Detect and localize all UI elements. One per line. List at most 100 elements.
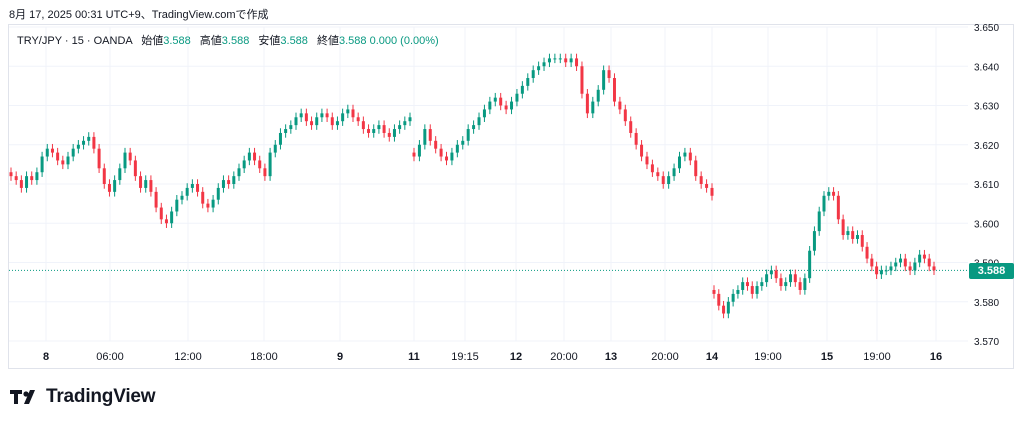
x-tick-label: 20:00 <box>550 351 578 363</box>
candle-body <box>827 191 831 196</box>
x-tick-label: 12 <box>510 351 522 363</box>
candle-body <box>346 109 350 114</box>
candle-body <box>705 184 709 188</box>
y-tick-label: 3.610 <box>974 180 999 191</box>
candle-body <box>19 180 23 188</box>
candle-body <box>92 136 96 149</box>
candle-body <box>656 172 660 177</box>
close-value: 3.588 <box>338 35 367 47</box>
y-tick-label: 3.600 <box>974 219 999 230</box>
candle-body <box>377 125 381 130</box>
x-tick-label: 19:00 <box>863 351 891 363</box>
candle-body <box>504 105 508 110</box>
candle-body <box>113 180 117 192</box>
candle-body <box>227 180 231 184</box>
candle-body <box>591 101 595 114</box>
candle-body <box>661 176 665 184</box>
candle-body <box>423 129 427 145</box>
candle-body <box>515 93 519 102</box>
candle-body <box>82 140 86 145</box>
candle-body <box>542 62 546 67</box>
low-label: 安値 <box>258 35 281 47</box>
candle-body <box>553 58 557 60</box>
candle-body <box>133 160 137 177</box>
x-tick-label: 18:00 <box>250 351 278 363</box>
candle-body <box>672 168 676 177</box>
candle-body <box>417 144 421 157</box>
candle-body <box>736 289 740 294</box>
candle-body <box>558 58 562 60</box>
candle-body <box>40 156 44 173</box>
candle-body <box>488 101 492 110</box>
candle-body <box>216 187 220 200</box>
candle-body <box>779 278 783 287</box>
candle-body <box>899 258 903 263</box>
candle-body <box>408 117 412 122</box>
candle-body <box>894 262 898 267</box>
candle-body <box>722 305 726 314</box>
open-value: 3.588 <box>163 35 191 47</box>
candle-body <box>710 187 714 196</box>
brand-logo[interactable]: TradingView <box>10 386 156 408</box>
candle-body <box>499 97 503 106</box>
close-label: 終値 <box>316 35 339 47</box>
candle-body <box>320 113 324 118</box>
candle-body <box>694 160 698 177</box>
candle-body <box>30 176 34 181</box>
candle-body <box>789 274 793 283</box>
candle-body <box>466 129 470 141</box>
tradingview-logo-icon <box>10 390 35 404</box>
candle-body <box>884 270 888 272</box>
candle-body <box>688 152 692 161</box>
candle-body <box>278 132 282 145</box>
candle-body <box>455 144 459 153</box>
candle-body <box>841 219 845 236</box>
candle-body <box>66 156 70 165</box>
candle-body <box>164 219 168 224</box>
x-tick-label: 15 <box>821 351 833 363</box>
candle-body <box>170 211 174 224</box>
candle-body <box>304 113 308 122</box>
candle-body <box>774 270 778 279</box>
candle-body <box>822 195 826 212</box>
candle-body <box>683 152 687 157</box>
y-tick-label: 3.580 <box>974 298 999 309</box>
candle-body <box>439 148 443 157</box>
candle-body <box>206 203 210 208</box>
last-price-badge: 3.588 <box>969 263 1014 279</box>
candle-body <box>798 282 802 290</box>
y-tick-label: 3.620 <box>974 141 999 152</box>
candle-body <box>860 235 864 247</box>
candle-body <box>537 66 541 71</box>
candle-body <box>750 286 754 294</box>
candle-body <box>903 258 907 267</box>
candle-body <box>618 101 622 110</box>
ohlc-legend: TRY/JPY · 15 · OANDA 始値3.588 高値3.588 安値3… <box>17 32 439 48</box>
candle-body <box>760 282 764 287</box>
change-value: 0.000 (0.00%) <box>369 35 439 47</box>
candle-body <box>564 58 568 63</box>
candle-body <box>315 117 319 126</box>
candle-body <box>118 168 122 181</box>
candle-body <box>510 101 514 110</box>
candle-body <box>398 125 402 130</box>
y-tick-label: 3.650 <box>974 23 999 34</box>
grid-lines <box>9 26 968 342</box>
candle-body <box>247 152 251 161</box>
candle-body <box>808 250 812 279</box>
candle-body <box>531 70 535 79</box>
candle-body <box>851 231 855 239</box>
low-value: 3.588 <box>280 35 308 47</box>
candle-body <box>196 184 200 192</box>
candle-body <box>726 301 730 314</box>
candle-body <box>56 152 60 161</box>
candle-body <box>367 129 371 133</box>
x-tick-label: 8 <box>43 351 49 363</box>
candle-body <box>258 160 262 169</box>
candle-body <box>607 70 611 79</box>
candle-body <box>268 152 272 177</box>
open-label: 始値 <box>141 35 164 47</box>
candle-body <box>731 293 735 302</box>
candle-body <box>273 144 277 153</box>
